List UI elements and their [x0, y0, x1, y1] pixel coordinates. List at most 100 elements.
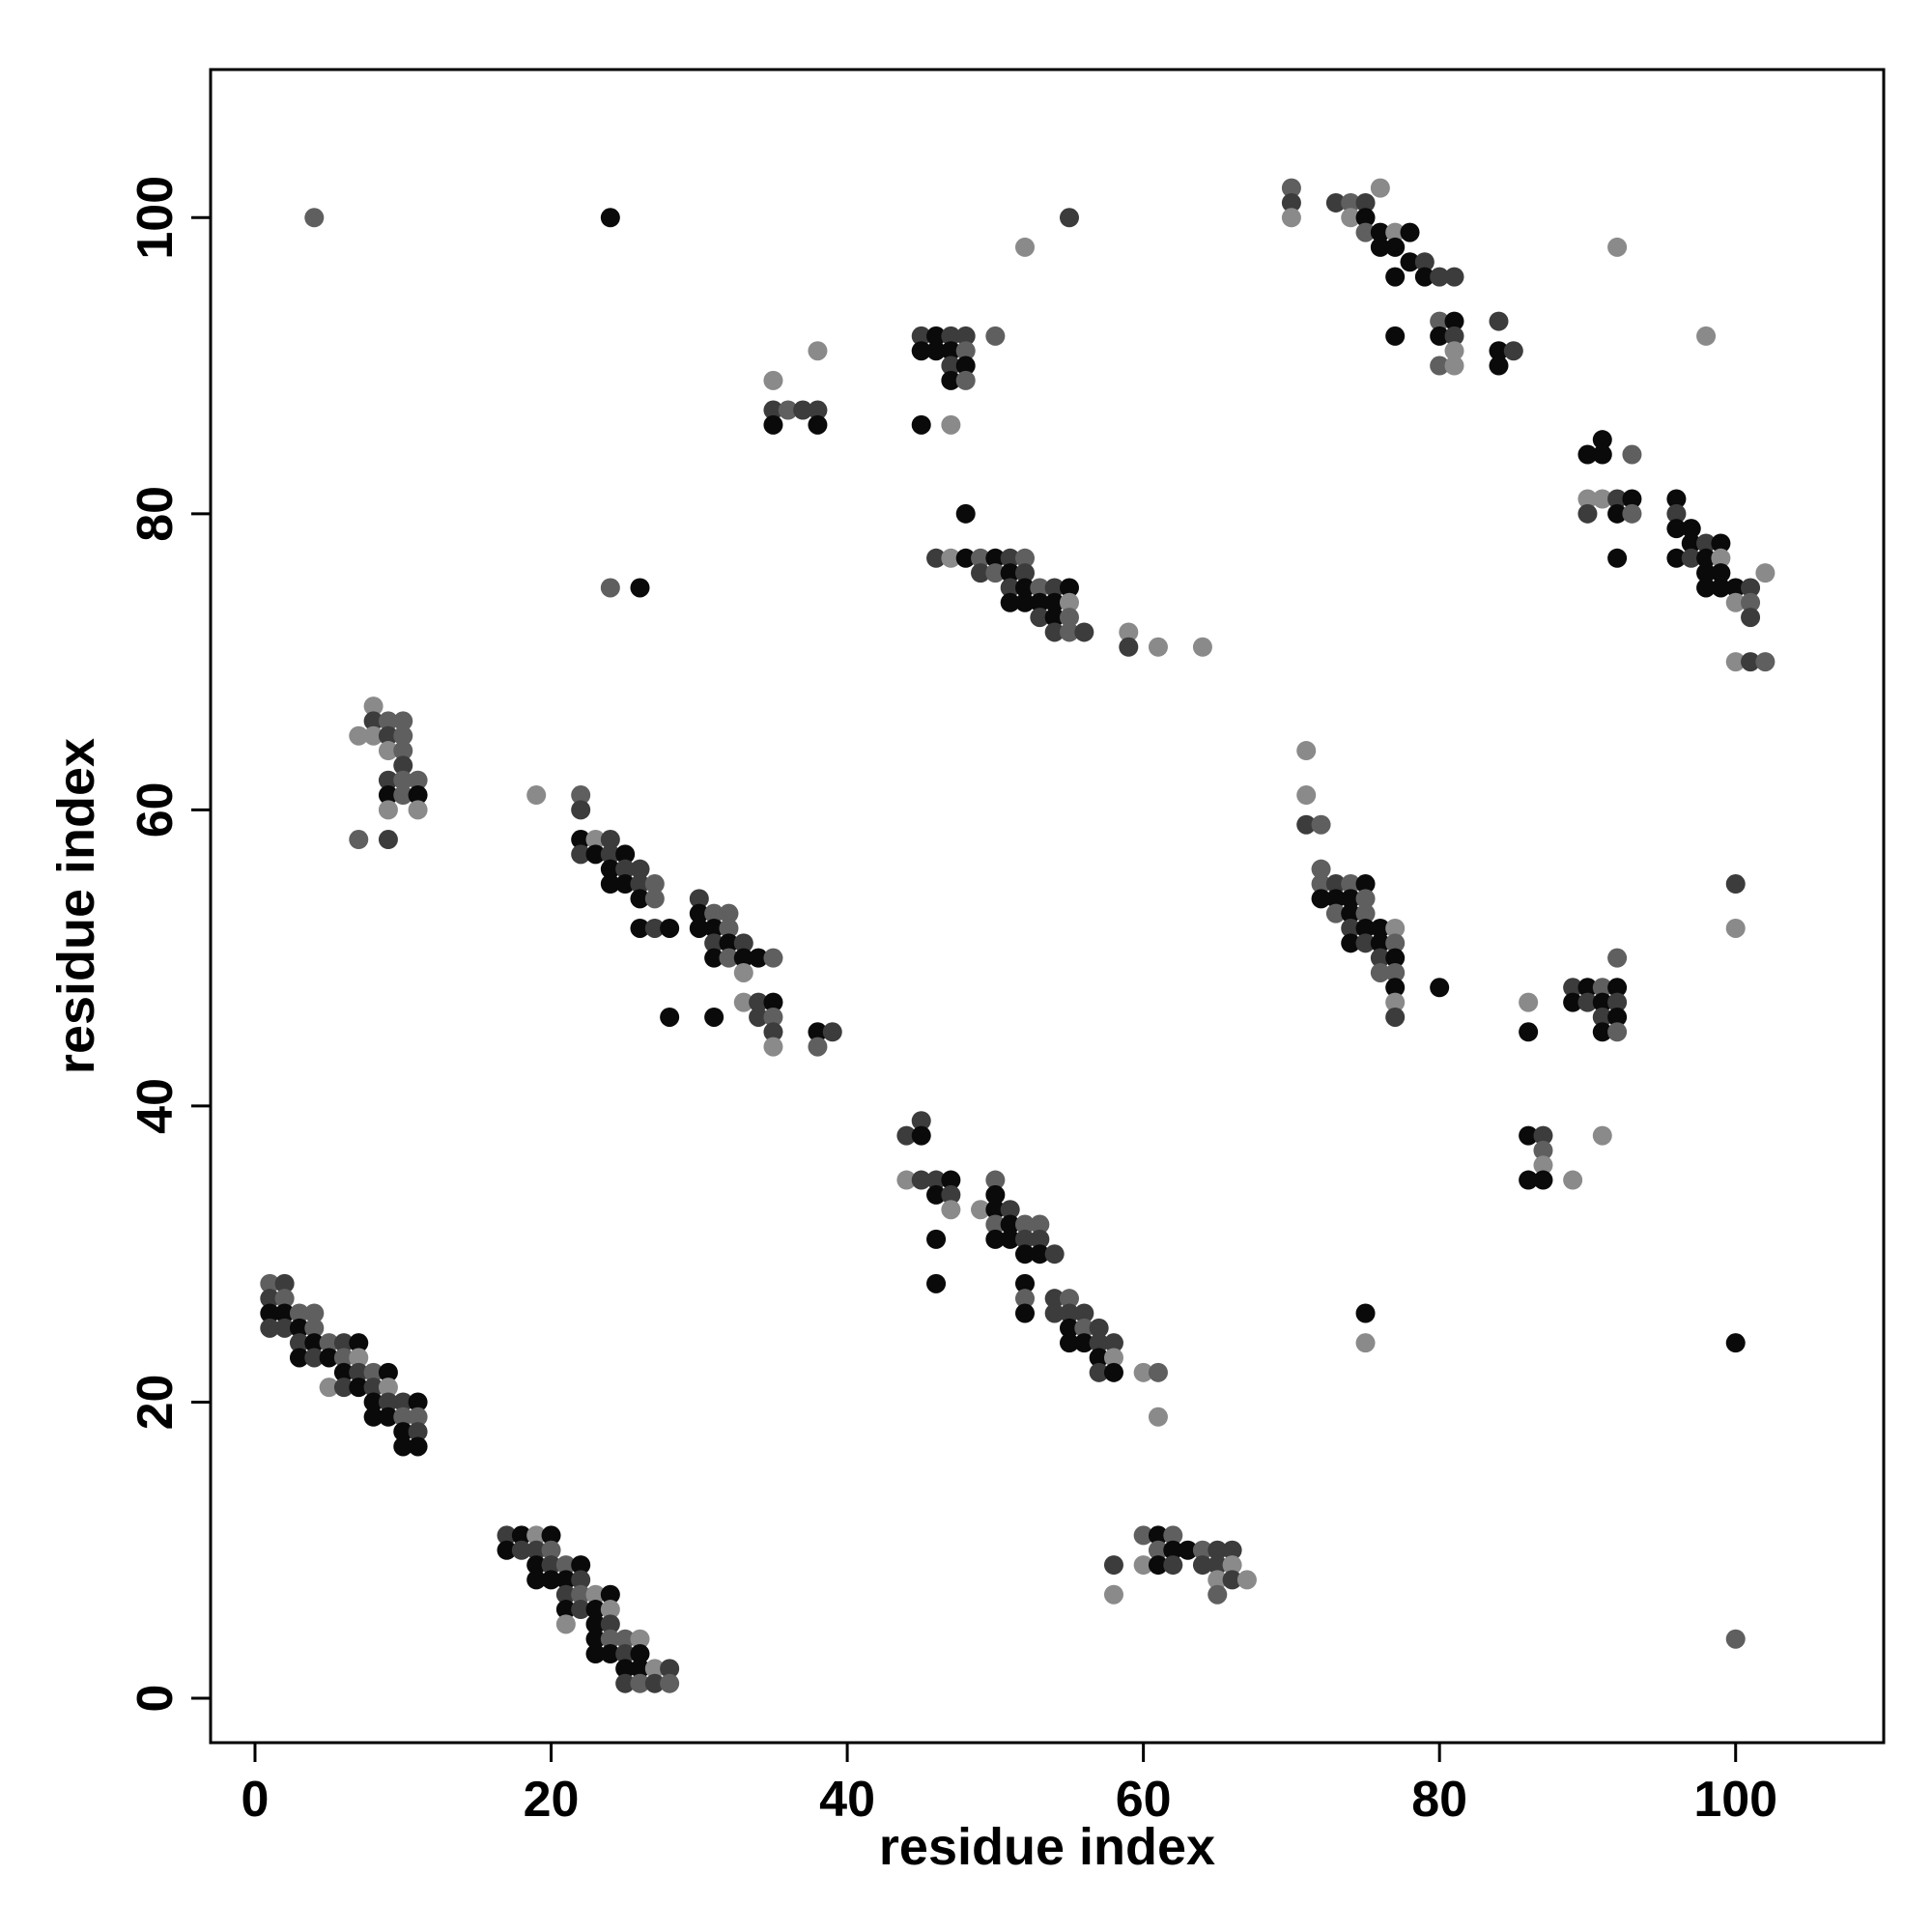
contact-point: [378, 800, 398, 820]
contact-point: [1385, 1007, 1406, 1027]
contact-point: [911, 326, 931, 346]
contact-point: [1030, 608, 1050, 628]
contact-point: [1681, 548, 1701, 568]
contact-point: [615, 1644, 636, 1664]
contact-point: [1489, 341, 1509, 361]
contact-point: [555, 1600, 576, 1620]
contact-point: [333, 1362, 354, 1382]
contact-point: [1059, 622, 1079, 642]
contact-point: [497, 1540, 517, 1560]
contact-point: [1577, 978, 1598, 998]
contact-point: [1311, 874, 1331, 895]
contact-point: [615, 1629, 636, 1649]
contact-point: [630, 1629, 650, 1649]
contact-point: [1103, 1362, 1123, 1382]
contact-point: [1430, 267, 1450, 287]
contact-point: [1208, 1584, 1228, 1605]
x-tick-label: 100: [1693, 1772, 1777, 1828]
contact-point: [274, 1289, 295, 1309]
contact-point: [1163, 1525, 1183, 1546]
contact-point: [808, 414, 828, 435]
contact-point: [1741, 652, 1761, 672]
contact-point: [941, 341, 961, 361]
contact-point: [363, 1378, 384, 1398]
contact-point: [1622, 444, 1642, 465]
contact-point: [1563, 992, 1583, 1012]
contact-point: [1311, 859, 1331, 879]
contact-point: [1725, 652, 1746, 672]
contact-point: [1133, 1525, 1153, 1546]
contact-point: [1385, 978, 1406, 998]
contact-point: [1089, 1362, 1109, 1382]
contact-point: [763, 400, 783, 420]
contact-point: [1370, 222, 1390, 242]
contact-point: [719, 903, 739, 923]
contact-point: [704, 918, 724, 938]
contact-point: [408, 770, 428, 790]
contact-point: [1163, 1555, 1183, 1576]
x-tick-label: 20: [524, 1772, 580, 1828]
contact-point: [941, 548, 961, 568]
contact-point: [1607, 503, 1628, 524]
contact-point: [1592, 1125, 1612, 1146]
contact-point: [763, 948, 783, 968]
contact-point: [349, 1348, 369, 1368]
contact-point: [1355, 903, 1376, 923]
contact-point: [911, 1125, 931, 1146]
contact-point: [260, 1303, 280, 1323]
contact-point: [1592, 489, 1612, 509]
contact-point: [1725, 874, 1746, 895]
contact-point: [1681, 533, 1701, 554]
contact-point: [926, 1229, 947, 1249]
contact-point: [333, 1333, 354, 1353]
contact-point: [393, 755, 413, 776]
y-tick-label: 0: [128, 1685, 184, 1713]
contact-point: [393, 1436, 413, 1457]
contact-point: [1192, 637, 1212, 657]
contact-point: [1103, 1333, 1123, 1353]
contact-point: [1592, 444, 1612, 465]
contact-point: [571, 1555, 591, 1576]
contact-point: [1089, 1348, 1109, 1368]
contact-point: [808, 1022, 828, 1042]
contact-point: [955, 355, 976, 376]
contact-point: [1519, 1170, 1539, 1190]
contact-point: [1489, 355, 1509, 376]
contact-point: [896, 1125, 917, 1146]
contact-point: [378, 830, 398, 850]
contact-point: [408, 1406, 428, 1427]
contact-point: [378, 711, 398, 731]
contact-point: [600, 874, 620, 895]
contact-point: [1725, 592, 1746, 612]
contact-point: [349, 1362, 369, 1382]
contact-point: [1385, 326, 1406, 346]
contact-point: [497, 1525, 517, 1546]
contact-point: [1044, 608, 1065, 628]
contact-point: [1489, 311, 1509, 331]
contact-point: [941, 326, 961, 346]
contact-point: [615, 844, 636, 865]
contact-point: [1119, 622, 1139, 642]
contact-point: [1607, 948, 1628, 968]
contact-point: [763, 1022, 783, 1042]
contact-point: [1059, 1303, 1079, 1323]
contact-point: [1592, 1007, 1612, 1027]
contact-point: [1089, 1318, 1109, 1338]
contact-point: [1341, 208, 1361, 228]
contact-point: [1059, 1289, 1079, 1309]
contact-point: [1592, 1022, 1612, 1042]
contact-point: [1741, 592, 1761, 612]
contact-point: [1725, 1333, 1746, 1353]
contact-point: [408, 1392, 428, 1412]
contact-point: [1370, 962, 1390, 982]
x-axis-title: residue index: [879, 1818, 1215, 1876]
contact-point: [1103, 1555, 1123, 1576]
contact-point: [630, 1644, 650, 1664]
y-axis-title: residue index: [47, 738, 105, 1074]
contact-point: [630, 918, 650, 938]
contact-point: [1696, 563, 1717, 583]
contact-point: [1281, 192, 1301, 213]
contact-point: [555, 1614, 576, 1634]
contact-point: [763, 992, 783, 1012]
y-tick-label: 20: [128, 1375, 184, 1431]
